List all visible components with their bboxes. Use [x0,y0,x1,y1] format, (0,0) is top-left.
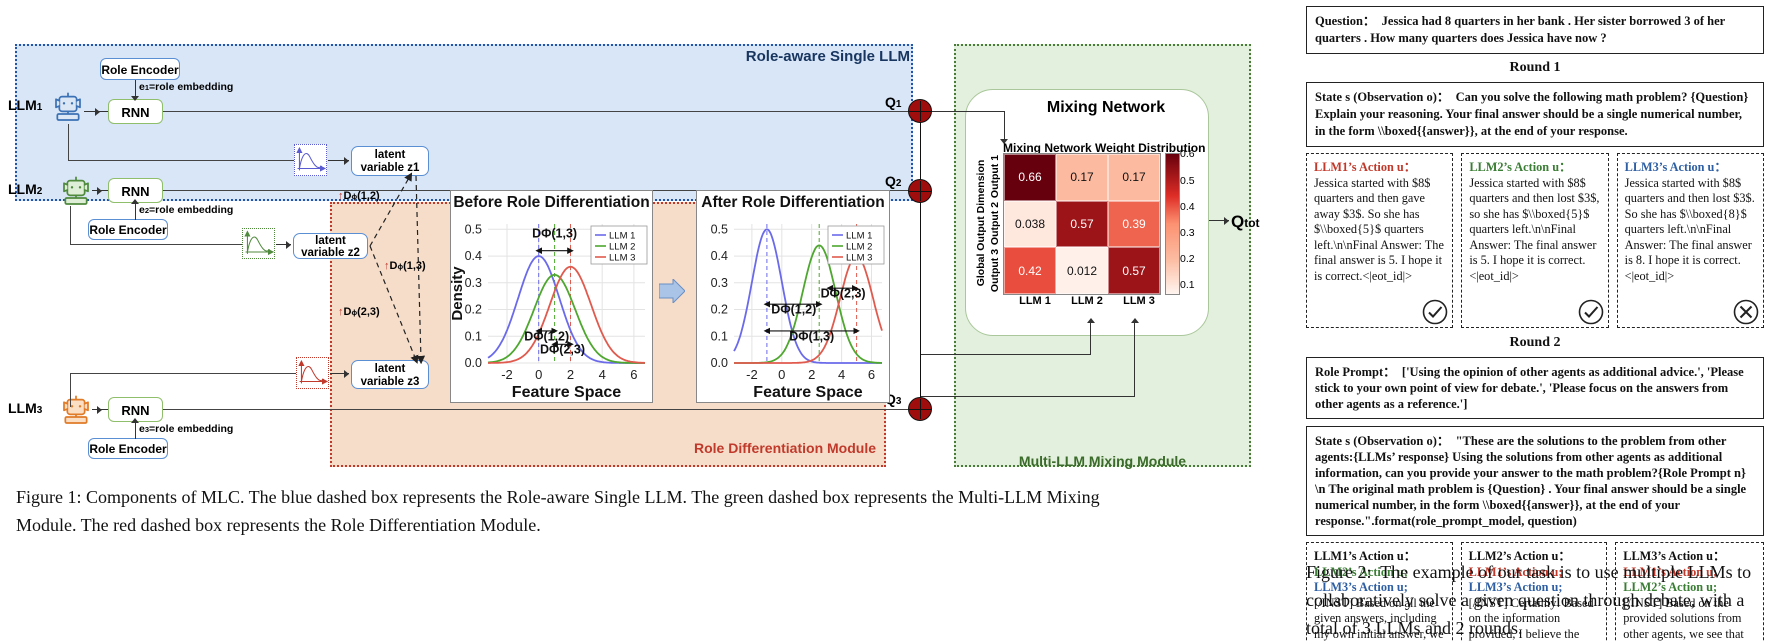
svg-text:0.0: 0.0 [711,356,728,370]
svg-text:DΦ(2,3): DΦ(2,3) [540,343,585,357]
svg-text:4: 4 [599,367,606,382]
svg-text:2: 2 [567,367,574,382]
svg-text:2: 2 [808,367,815,382]
svg-text:4: 4 [838,367,845,382]
svg-text:0.1: 0.1 [711,329,728,343]
svg-text:0.3: 0.3 [465,276,482,290]
svg-text:After Role Differentiation: After Role Differentiation [701,194,884,211]
svg-text:-2: -2 [501,367,513,382]
svg-text:LLM 2: LLM 2 [846,242,872,253]
svg-text:LLM 3: LLM 3 [609,253,635,264]
svg-text:LLM 1: LLM 1 [609,231,635,242]
svg-text:Feature Space: Feature Space [512,384,621,401]
svg-text:0.5: 0.5 [465,222,482,236]
svg-text:6: 6 [630,367,637,382]
svg-text:0.2: 0.2 [711,303,728,317]
svg-text:0.0: 0.0 [465,356,482,370]
svg-text:Before Role Differentiation: Before Role Differentiation [453,194,649,211]
svg-text:Density: Density [450,266,466,321]
svg-text:DΦ(1,3): DΦ(1,3) [532,226,577,240]
svg-text:LLM 1: LLM 1 [846,231,872,242]
svg-text:0.2: 0.2 [465,303,482,317]
svg-text:0.3: 0.3 [711,276,728,290]
svg-text:Feature Space: Feature Space [753,384,862,401]
svg-text:6: 6 [868,367,875,382]
svg-text:DΦ(1,2): DΦ(1,2) [524,329,569,343]
svg-text:DΦ(1,3): DΦ(1,3) [789,329,834,343]
svg-text:LLM 3: LLM 3 [846,253,872,264]
svg-text:0.4: 0.4 [711,249,728,263]
svg-text:0.1: 0.1 [465,329,482,343]
svg-text:LLM 2: LLM 2 [609,242,635,253]
svg-text:DΦ(2,3): DΦ(2,3) [821,287,866,301]
svg-text:0.5: 0.5 [711,222,728,236]
svg-text:0: 0 [778,367,785,382]
svg-text:DΦ(1,2): DΦ(1,2) [771,303,816,317]
svg-text:0: 0 [535,367,542,382]
svg-text:0.4: 0.4 [465,249,482,263]
svg-text:-2: -2 [746,367,758,382]
